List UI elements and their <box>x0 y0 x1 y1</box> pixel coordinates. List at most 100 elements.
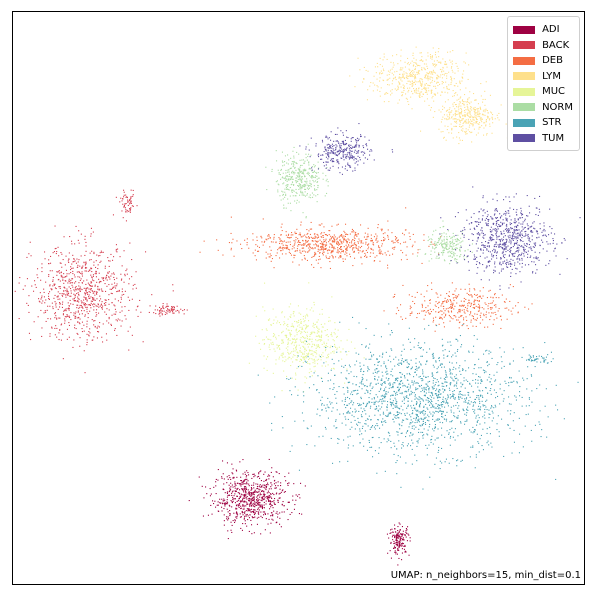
data-point <box>128 309 130 311</box>
data-point <box>494 294 496 296</box>
data-point <box>255 501 257 503</box>
data-point <box>337 247 339 249</box>
data-point <box>315 180 317 182</box>
data-point <box>315 244 317 246</box>
data-point <box>511 381 513 383</box>
data-point <box>289 335 291 337</box>
data-point <box>444 61 446 63</box>
data-point <box>450 300 452 302</box>
data-point <box>252 497 254 499</box>
data-point <box>322 352 324 354</box>
data-point <box>484 122 486 124</box>
data-point <box>456 119 458 121</box>
data-point <box>427 305 429 307</box>
data-point <box>359 240 361 242</box>
data-point <box>442 254 444 256</box>
data-point <box>469 117 471 119</box>
data-point <box>241 511 243 513</box>
data-point <box>246 513 248 515</box>
data-point <box>310 221 312 223</box>
data-point <box>130 207 132 209</box>
data-point <box>77 276 79 278</box>
data-point <box>232 486 234 488</box>
data-point <box>323 247 325 249</box>
data-point <box>491 112 493 114</box>
data-point <box>308 164 310 166</box>
data-point <box>83 304 85 306</box>
data-point <box>282 241 284 243</box>
data-point <box>166 303 168 305</box>
data-point <box>97 288 99 290</box>
data-point <box>453 248 455 250</box>
data-point <box>467 328 469 330</box>
data-point <box>91 271 93 273</box>
data-point <box>110 275 112 277</box>
data-point <box>472 123 474 125</box>
data-point <box>79 290 81 292</box>
data-point <box>255 483 257 485</box>
data-point <box>297 180 299 182</box>
data-point <box>129 202 131 204</box>
data-point <box>240 527 242 529</box>
data-point <box>261 490 263 492</box>
data-point <box>86 279 88 281</box>
data-point <box>96 327 98 329</box>
data-point <box>321 330 323 332</box>
series-muc <box>248 282 365 393</box>
data-point <box>57 291 59 293</box>
data-point <box>332 351 334 353</box>
data-point <box>483 308 485 310</box>
data-point <box>304 160 306 162</box>
data-point <box>327 252 329 254</box>
data-point <box>436 78 438 80</box>
data-point <box>458 98 460 100</box>
data-point <box>408 294 410 296</box>
data-point <box>169 311 171 313</box>
data-point <box>264 343 266 345</box>
data-point <box>325 245 327 247</box>
data-point <box>386 79 388 81</box>
data-point <box>413 71 415 73</box>
data-point <box>244 523 246 525</box>
data-point <box>240 505 242 507</box>
data-point <box>283 182 285 184</box>
data-point <box>434 251 436 253</box>
data-point <box>253 509 255 511</box>
data-point <box>295 188 297 190</box>
data-point <box>427 73 429 75</box>
data-point <box>265 500 267 502</box>
data-point <box>236 515 238 517</box>
data-point <box>399 536 401 538</box>
data-point <box>378 252 380 254</box>
data-point <box>293 311 295 313</box>
data-point <box>489 307 491 309</box>
data-point <box>456 319 458 321</box>
data-point <box>304 356 306 358</box>
data-point <box>316 201 318 203</box>
data-point <box>79 288 81 290</box>
data-point <box>460 254 462 256</box>
data-point <box>238 506 240 508</box>
data-point <box>210 504 212 506</box>
data-point <box>391 247 393 249</box>
data-point <box>424 84 426 86</box>
data-point <box>456 113 458 115</box>
data-point <box>278 497 280 499</box>
data-point <box>248 492 250 494</box>
data-point <box>62 279 64 281</box>
data-point <box>430 311 432 313</box>
data-point <box>293 161 295 163</box>
data-point <box>297 352 299 354</box>
data-point <box>463 115 465 117</box>
data-point <box>72 278 74 280</box>
data-point <box>474 319 476 321</box>
data-point <box>409 75 411 77</box>
data-point <box>291 172 293 174</box>
data-point <box>481 121 483 123</box>
data-point <box>274 487 276 489</box>
data-point <box>271 504 273 506</box>
data-point <box>454 85 456 87</box>
data-point <box>295 330 297 332</box>
data-point <box>477 386 479 388</box>
data-point <box>81 271 83 273</box>
